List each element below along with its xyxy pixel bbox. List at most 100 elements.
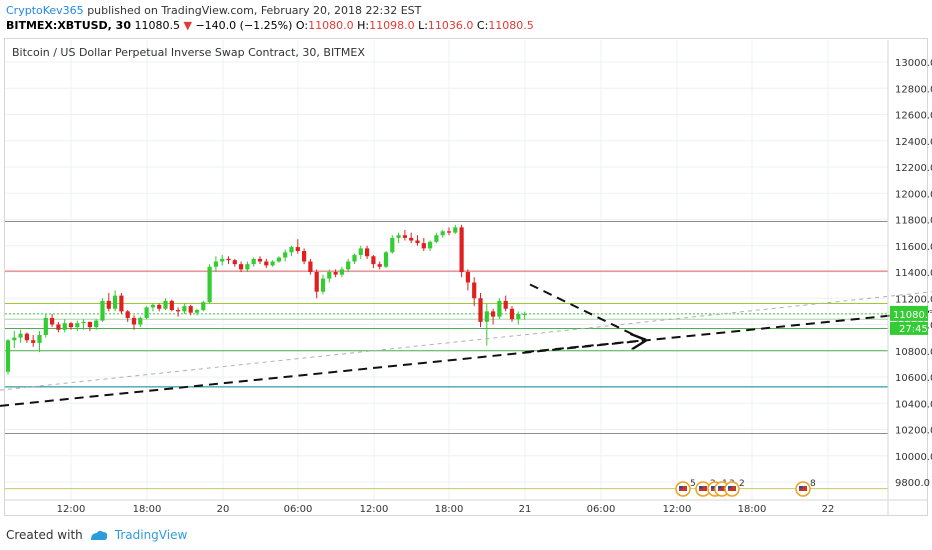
flag-canton (799, 486, 803, 489)
tradingview-brand[interactable]: TradingView (114, 528, 188, 542)
y-tick-label: 11200.0 (895, 294, 932, 305)
chart-frame (4, 38, 928, 516)
candle-body (421, 243, 426, 249)
trend-line (524, 340, 645, 354)
candle-body (131, 317, 137, 325)
flag-stripe (699, 486, 707, 491)
event-count-label: 2 (739, 479, 745, 489)
x-tick-label: 06:00 (284, 504, 313, 515)
candle-body (251, 258, 256, 265)
candle-body (119, 295, 124, 312)
last-price-label: 11080.5 (893, 310, 932, 321)
candle-body (100, 300, 105, 321)
candle-body (308, 261, 313, 272)
event-count-label: 8 (810, 479, 816, 489)
low-label: L: (418, 19, 428, 32)
candle-body (478, 298, 483, 322)
candle-body (390, 237, 395, 253)
flag-canton (699, 486, 703, 489)
candle-body (31, 340, 36, 343)
candle-body (150, 304, 155, 308)
flag-stripe (679, 486, 687, 491)
candle-body (188, 306, 193, 313)
candle-body (409, 237, 414, 241)
candle-body (50, 317, 55, 325)
candle-body (201, 302, 206, 311)
candle-body (213, 261, 218, 267)
y-tick-label: 12600.0 (895, 111, 932, 122)
symbol-label: BITMEX:XBTUSD, 30 (6, 19, 131, 32)
x-tick-label: 21 (519, 504, 532, 515)
tradingview-logo-icon (90, 530, 107, 540)
ohlc-legend: BITMEX:XBTUSD, 30 11080.5 ▼ −140.0 (−1.2… (6, 19, 534, 32)
x-tick-label: 18:00 (133, 504, 162, 515)
candle-body (396, 235, 401, 238)
candle-body (94, 320, 99, 328)
candle-body (446, 231, 452, 233)
candle-body (365, 248, 370, 257)
candle-body (207, 266, 212, 303)
candle-body (5, 340, 11, 372)
countdown-tag (890, 321, 928, 335)
y-tick-label: 10600.0 (895, 373, 932, 384)
flag-stripe (728, 486, 736, 491)
open-value: 11080.0 (308, 19, 354, 32)
published-text: published on TradingView.com, February 2… (87, 4, 422, 17)
candle-body (18, 333, 23, 338)
candle-body (81, 321, 86, 324)
candle-body (522, 313, 527, 315)
y-tick-label: 11400.0 (895, 268, 932, 279)
candle-body (226, 258, 231, 261)
author-link[interactable]: CryptoKev365 (6, 4, 84, 17)
trend-line (0, 291, 932, 391)
candle-body (484, 311, 489, 322)
candle-body (320, 278, 326, 292)
y-tick-label: 12800.0 (895, 84, 932, 95)
event-flag-icon[interactable]: 5 (675, 479, 696, 497)
candle-body (182, 306, 187, 312)
event-flag-icon[interactable]: 8 (795, 479, 816, 497)
flag-canton (679, 486, 683, 489)
candle-body (125, 311, 130, 318)
candle-body (194, 310, 200, 313)
open-label: O: (295, 19, 309, 32)
y-tick-label: 10200.0 (895, 426, 932, 437)
candle-body (24, 333, 29, 341)
candle-body (402, 235, 407, 238)
candle-body (75, 323, 80, 328)
y-tick-label: 12000.0 (895, 189, 932, 200)
candle-body (43, 317, 48, 335)
x-tick-label: 12:00 (360, 504, 389, 515)
last-price-tag (890, 305, 928, 321)
x-tick-label: 20 (217, 504, 230, 515)
trend-line (0, 310, 932, 407)
event-flag-icon[interactable]: 2 (724, 479, 745, 497)
candle-body (383, 252, 389, 267)
y-tick-label: 11800.0 (895, 216, 932, 227)
publish-info: CryptoKev365 published on TradingView.co… (6, 4, 421, 17)
y-tick-label: 11600.0 (895, 242, 932, 253)
y-tick-label: 12200.0 (895, 163, 932, 174)
candle-body (491, 311, 496, 317)
candle-body (113, 295, 118, 309)
y-tick-label: 9800.0 (895, 478, 930, 489)
candle-body (509, 308, 515, 320)
candle-body (415, 240, 420, 244)
candle-body (163, 300, 168, 309)
flag-canton (718, 486, 722, 489)
close-value: 11080.5 (488, 19, 534, 32)
candle-body (37, 335, 42, 343)
candle-body (68, 323, 74, 328)
last-price: 11080.5 (134, 19, 181, 32)
candle-body (264, 261, 269, 266)
candle-body (434, 235, 439, 242)
y-tick-label: 12400.0 (895, 137, 932, 148)
close-label: C: (476, 19, 489, 32)
candle-body (295, 247, 300, 251)
candle-body (138, 317, 143, 325)
low-value: 11036.0 (427, 19, 474, 32)
flag-canton (728, 486, 732, 489)
candle-body (440, 231, 445, 236)
candle-body (283, 252, 288, 258)
